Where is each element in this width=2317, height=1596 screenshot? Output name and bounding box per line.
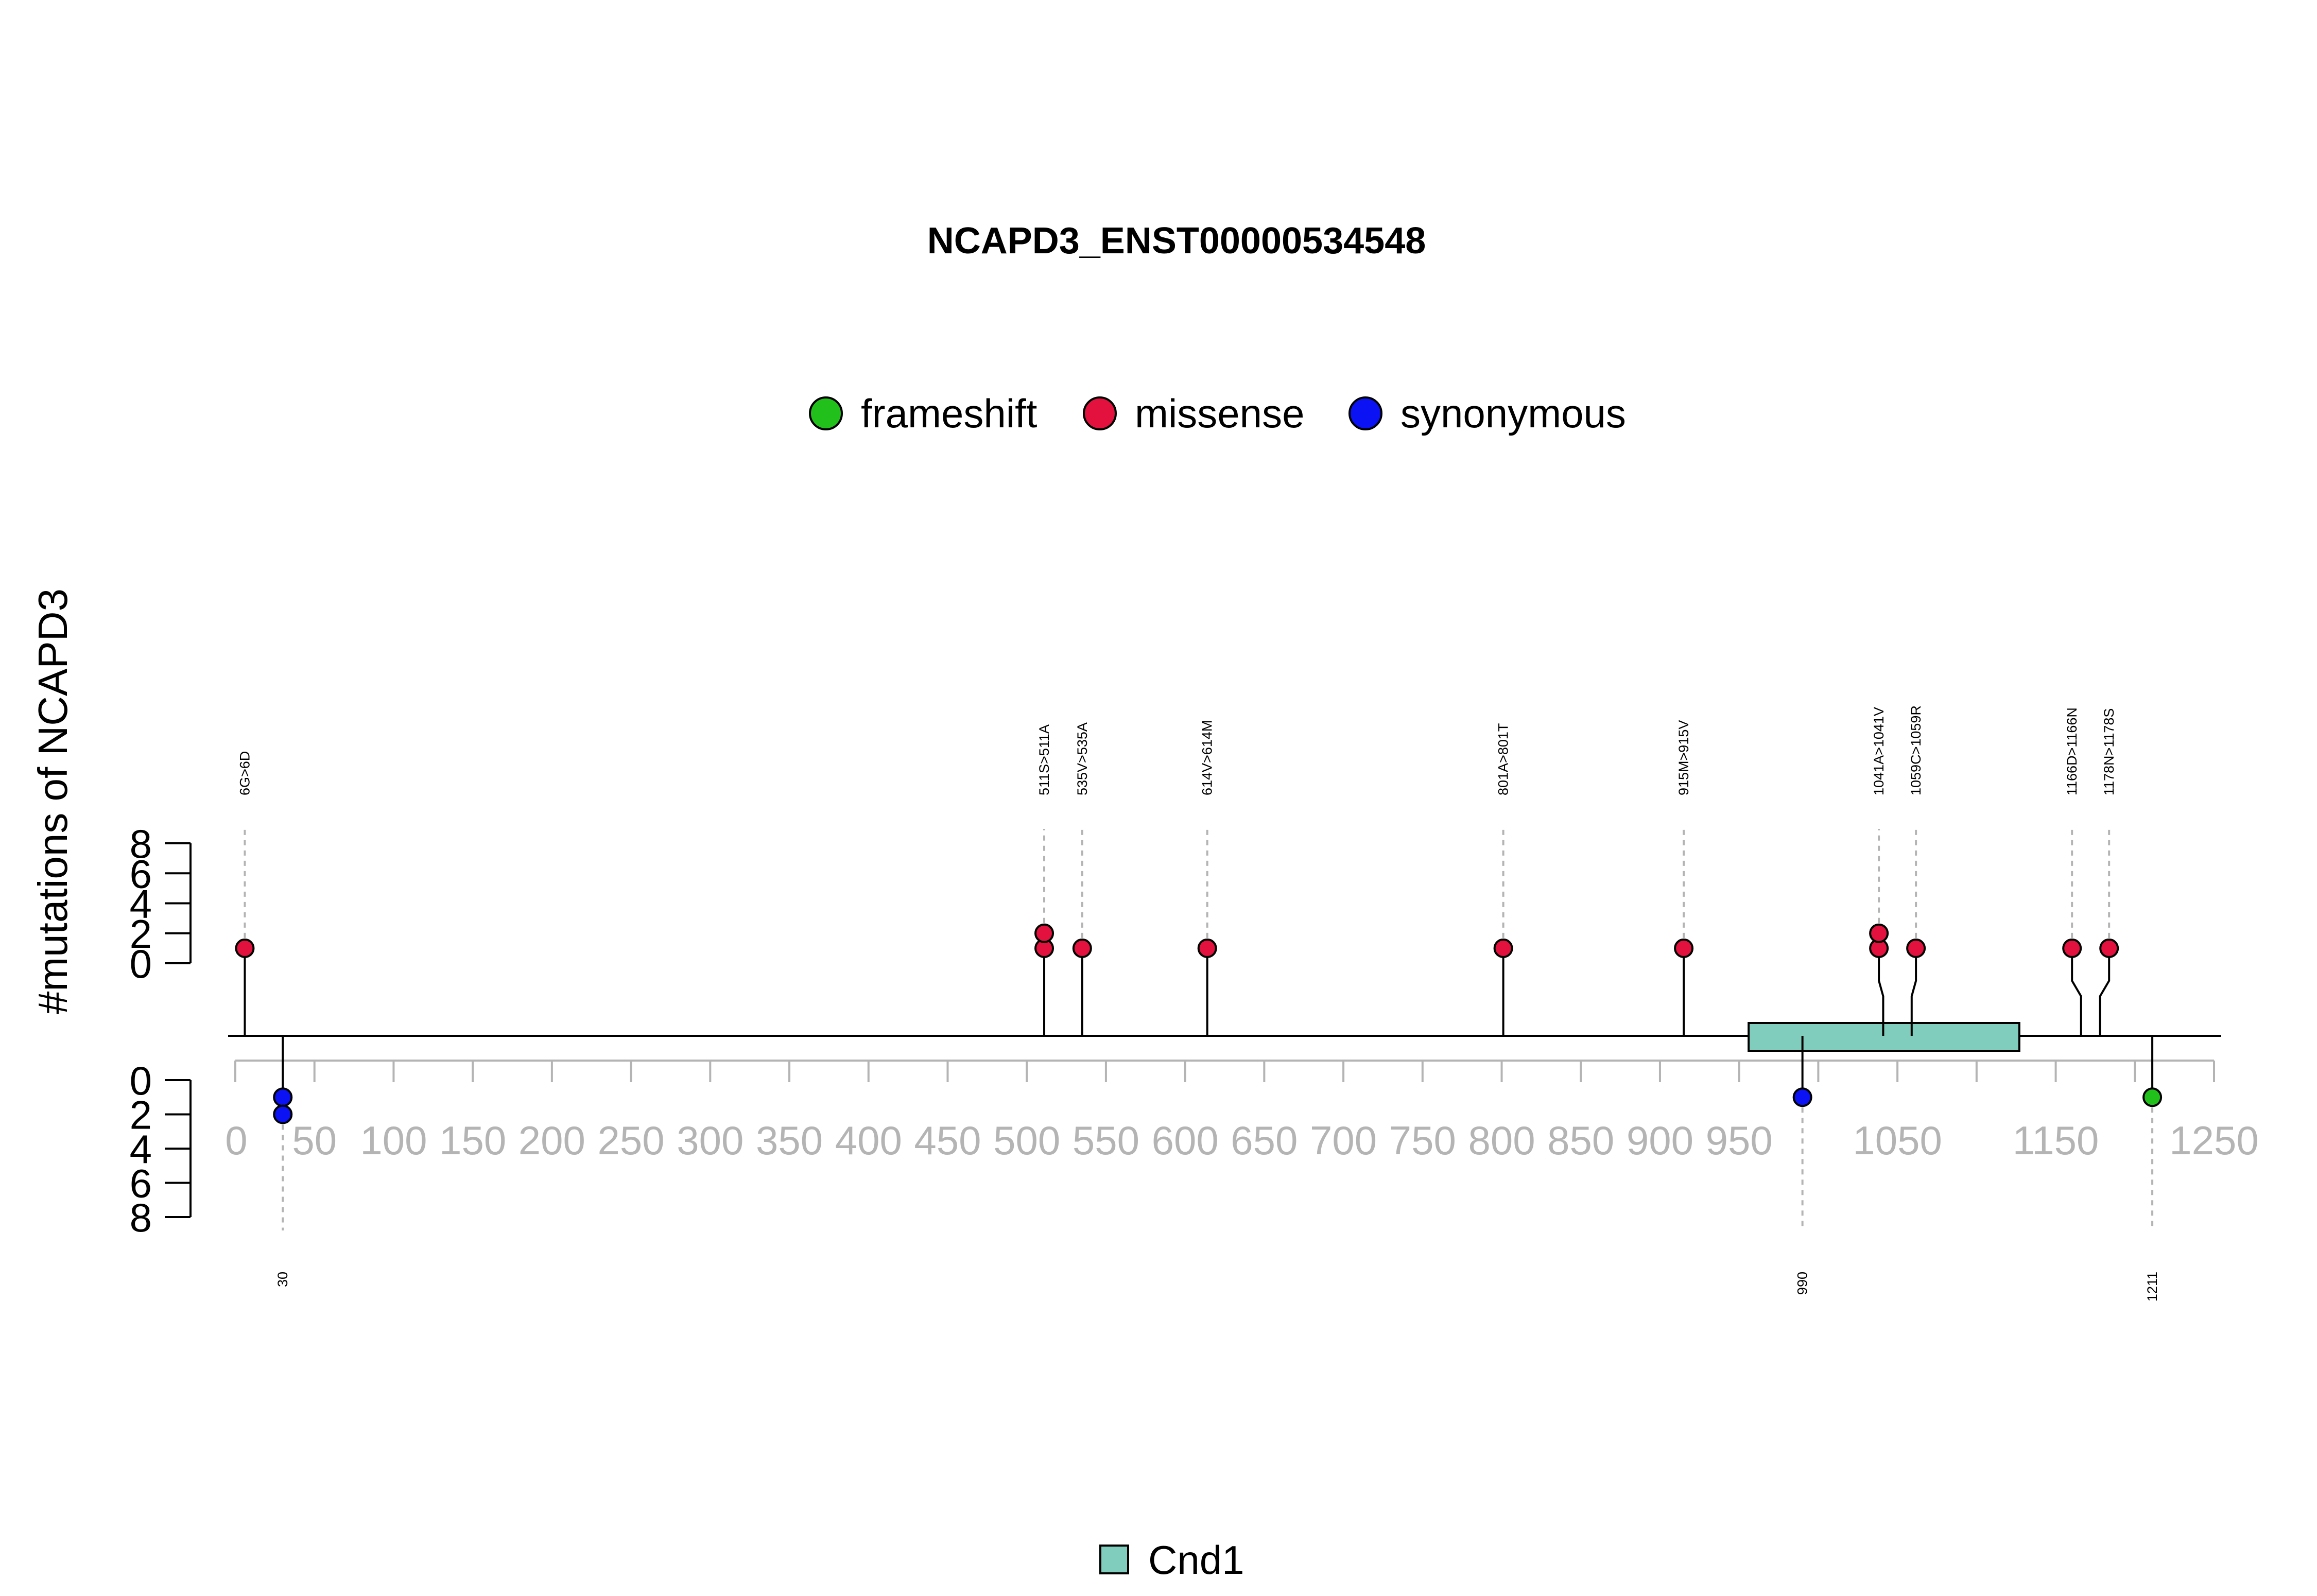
x-tick-label: 200 bbox=[518, 1118, 585, 1163]
mutation-point-missense bbox=[1674, 938, 1694, 958]
y-lower-tick-label: 4 bbox=[130, 1126, 152, 1172]
mutation-stem bbox=[1910, 948, 1917, 1036]
x-tick-label: 1150 bbox=[2013, 1118, 2099, 1163]
x-tick-label: 850 bbox=[1547, 1118, 1614, 1163]
x-tick-label: 300 bbox=[677, 1118, 743, 1163]
lower-mutations: 30 990 1211 bbox=[273, 1036, 2163, 1302]
domain-legend: Cnd1 bbox=[1099, 1537, 1244, 1583]
x-tick-label: 700 bbox=[1310, 1118, 1377, 1163]
mutation-point-missense bbox=[1072, 938, 1092, 958]
mutation-point-missense bbox=[1869, 923, 1889, 943]
mutation-point-missense bbox=[1197, 938, 1217, 958]
x-tick-label: 50 bbox=[292, 1118, 337, 1163]
chart-title: NCAPD3_ENST00000534548 bbox=[927, 220, 1426, 262]
mutation-label: 801A>801T bbox=[1496, 723, 1511, 795]
y-upper-tick-label: 4 bbox=[130, 881, 152, 927]
mutation-label: 535V>535A bbox=[1075, 722, 1090, 795]
x-tick-label: 750 bbox=[1389, 1118, 1456, 1163]
x-tick-label: 450 bbox=[914, 1118, 981, 1163]
x-axis: 0 50 100 150 200 250 300 350 400 450 500 550 600 650 7… bbox=[225, 1060, 2259, 1163]
mutation-point-synonymous bbox=[273, 1087, 293, 1107]
mutation-label: 1178N>1178S bbox=[2101, 708, 2117, 795]
legend-label-frameshift: frameshift bbox=[861, 391, 1038, 436]
x-tick-label: 400 bbox=[835, 1118, 902, 1163]
legend-label-synonymous: synonymous bbox=[1400, 391, 1626, 436]
x-tick-label: 100 bbox=[360, 1118, 427, 1163]
x-tick-label: 500 bbox=[993, 1118, 1060, 1163]
x-tick-label: 0 bbox=[225, 1118, 247, 1163]
y-lower-tick-label: 0 bbox=[130, 1058, 152, 1103]
legend-marker-missense bbox=[1083, 396, 1117, 430]
legend-marker-frameshift bbox=[809, 396, 843, 430]
mutation-point-synonymous bbox=[273, 1104, 293, 1124]
mutation-label: 30 bbox=[275, 1272, 290, 1287]
y-upper-tick-label: 2 bbox=[130, 911, 152, 957]
mutation-point-frameshift bbox=[2142, 1087, 2163, 1107]
mutation-stem bbox=[2071, 948, 2082, 1036]
mutation-label: 1211 bbox=[2145, 1272, 2160, 1302]
y-lower-tick-label: 8 bbox=[130, 1195, 152, 1240]
mutation-label: 6G>6D bbox=[237, 751, 252, 795]
x-tick-label: 800 bbox=[1468, 1118, 1535, 1163]
y-lower-tick-label: 6 bbox=[130, 1161, 152, 1206]
mutation-point-missense bbox=[2062, 938, 2082, 958]
x-tick-label: 600 bbox=[1152, 1118, 1219, 1163]
upper-mutations: 6G>6D 511S>511A 535V>535A 614V>614M 801A>801… bbox=[235, 705, 2119, 1036]
mutation-point-missense bbox=[1906, 938, 1926, 958]
mutation-type-legend: frameshift missense synonymous bbox=[809, 391, 1626, 436]
x-tick-label: 650 bbox=[1231, 1118, 1298, 1163]
legend-swatch-Cnd1 bbox=[1099, 1545, 1129, 1574]
x-tick-label: 1050 bbox=[1853, 1118, 1942, 1163]
mutation-label: 1166D>1166N bbox=[2064, 707, 2080, 795]
x-tick-label: 950 bbox=[1706, 1118, 1773, 1163]
x-tick-label: 150 bbox=[439, 1118, 506, 1163]
x-tick-label: 550 bbox=[1073, 1118, 1139, 1163]
x-tick-label: 350 bbox=[756, 1118, 823, 1163]
mutation-stem bbox=[2099, 948, 2111, 1036]
mutation-point-missense bbox=[1034, 923, 1054, 943]
y-upper-tick-label: 8 bbox=[130, 821, 152, 866]
x-tick-label: 250 bbox=[598, 1118, 665, 1163]
mutation-label: 990 bbox=[1795, 1272, 1810, 1295]
legend-marker-synonymous bbox=[1348, 396, 1382, 430]
mutation-point-missense bbox=[2099, 938, 2119, 958]
mutation-point-missense bbox=[235, 938, 255, 958]
mutation-point-synonymous bbox=[1792, 1087, 1812, 1107]
y-upper-tick-label: 6 bbox=[130, 851, 152, 896]
x-tick-label: 1250 bbox=[2169, 1118, 2259, 1163]
legend-label-Cnd1: Cnd1 bbox=[1148, 1537, 1244, 1583]
mutation-label: 1059C>1059R bbox=[1908, 705, 1924, 795]
y-upper-tick-label: 0 bbox=[130, 941, 152, 986]
y-axis-label: #mutations of NCAPD3 bbox=[30, 588, 76, 1014]
x-tick-label: 900 bbox=[1627, 1118, 1693, 1163]
mutation-point-missense bbox=[1493, 938, 1513, 958]
legend-label-missense: missense bbox=[1135, 391, 1304, 436]
mutation-label: 614V>614M bbox=[1200, 720, 1215, 795]
y-lower-tick-label: 2 bbox=[130, 1092, 152, 1138]
mutation-label: 511S>511A bbox=[1036, 724, 1052, 795]
mutation-label: 915M>915V bbox=[1676, 720, 1691, 795]
mutation-label: 1041A>1041V bbox=[1871, 707, 1887, 795]
